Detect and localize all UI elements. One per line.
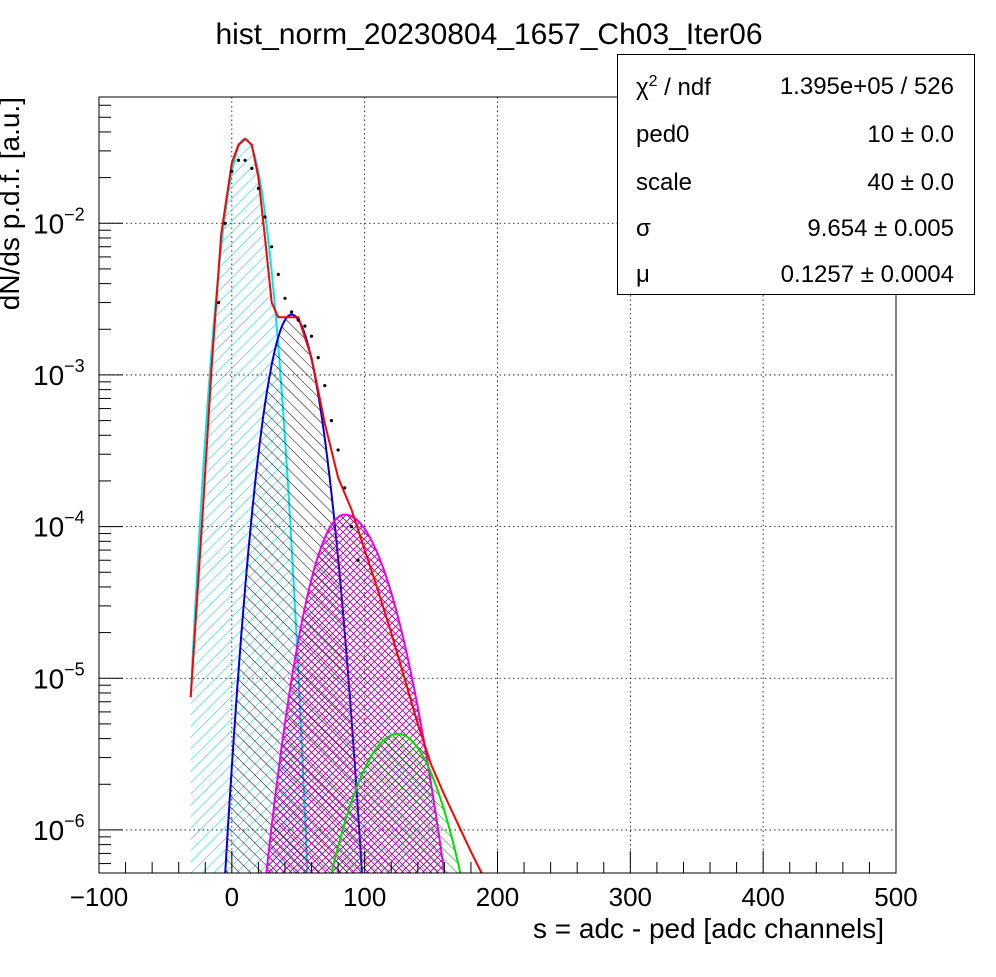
data-point xyxy=(323,384,327,388)
data-point xyxy=(356,558,360,562)
stats-key-sup: 2 xyxy=(648,73,658,90)
x-tick-label: 100 xyxy=(343,882,386,912)
stats-value: 0.1257 ± 0.0004 xyxy=(780,261,954,288)
x-axis-label: s = adc - ped [adc channels] xyxy=(533,913,884,944)
stats-value: 40 ± 0.0 xyxy=(867,169,954,196)
data-point xyxy=(276,272,280,276)
y-tick-label: 10−6 xyxy=(33,811,85,846)
data-point xyxy=(256,186,260,190)
stats-key: χ2 / ndf xyxy=(636,73,711,102)
data-point xyxy=(290,310,294,314)
data-point xyxy=(270,245,274,249)
stats-key-rest: / ndf xyxy=(657,74,711,101)
stats-row: χ2 / ndf 1.395e+05 / 526 xyxy=(618,63,974,111)
y-tick-label: 10−3 xyxy=(33,356,85,391)
stats-value: 10 ± 0.0 xyxy=(867,121,954,148)
stats-value: 9.654 ± 0.005 xyxy=(807,215,954,242)
stats-row: μ 0.1257 ± 0.0004 xyxy=(618,251,974,299)
x-tick-label: 500 xyxy=(874,882,917,912)
plot-area xyxy=(189,137,483,873)
stats-key: μ xyxy=(636,261,650,288)
stats-value: 1.395e+05 / 526 xyxy=(779,73,954,100)
data-point xyxy=(217,301,221,305)
data-point xyxy=(336,448,340,452)
x-axis: −100 0 100 200 300 400 500 xyxy=(70,851,918,912)
third-peak-curve xyxy=(330,732,462,873)
data-point xyxy=(296,318,300,322)
data-point xyxy=(243,158,247,162)
data-point xyxy=(303,324,307,328)
fit-total-curve xyxy=(189,137,483,873)
data-point xyxy=(223,221,227,225)
stats-key-text: χ xyxy=(636,74,649,101)
data-point xyxy=(316,356,320,360)
data-point xyxy=(349,525,353,529)
y-axis-label: dN/ds p.d.f. [a.u.] xyxy=(0,97,25,310)
data-point xyxy=(230,169,234,173)
x-tick-label: 400 xyxy=(741,882,784,912)
stats-row: ped0 10 ± 0.0 xyxy=(618,111,974,159)
data-point xyxy=(263,215,267,219)
stats-key: scale xyxy=(636,169,693,196)
x-tick-label: −100 xyxy=(70,882,129,912)
data-point xyxy=(329,419,334,423)
fit-stats-box: χ2 / ndf 1.395e+05 / 526 ped0 10 ± 0.0 s… xyxy=(617,54,975,295)
chart-title: hist_norm_20230804_1657_Ch03_Iter06 xyxy=(215,18,762,51)
data-point xyxy=(309,334,314,338)
stats-row: scale 40 ± 0.0 xyxy=(618,159,974,207)
stats-row: σ 9.654 ± 0.005 xyxy=(618,205,974,253)
data-point xyxy=(283,296,287,300)
x-tick-label: 300 xyxy=(609,882,652,912)
x-tick-label: 0 xyxy=(225,882,239,912)
y-tick-label: 10−5 xyxy=(33,659,85,694)
y-tick-label: 10−2 xyxy=(33,204,85,239)
data-point xyxy=(236,158,241,162)
y-tick-label: 10−4 xyxy=(33,508,85,543)
data-point xyxy=(343,486,347,490)
y-axis: 10−6 10−5 10−4 10−3 10−2 xyxy=(33,104,123,865)
x-tick-label: 200 xyxy=(476,882,519,912)
stats-key: σ xyxy=(636,215,651,242)
data-point xyxy=(250,166,254,170)
stats-key: ped0 xyxy=(636,121,690,148)
